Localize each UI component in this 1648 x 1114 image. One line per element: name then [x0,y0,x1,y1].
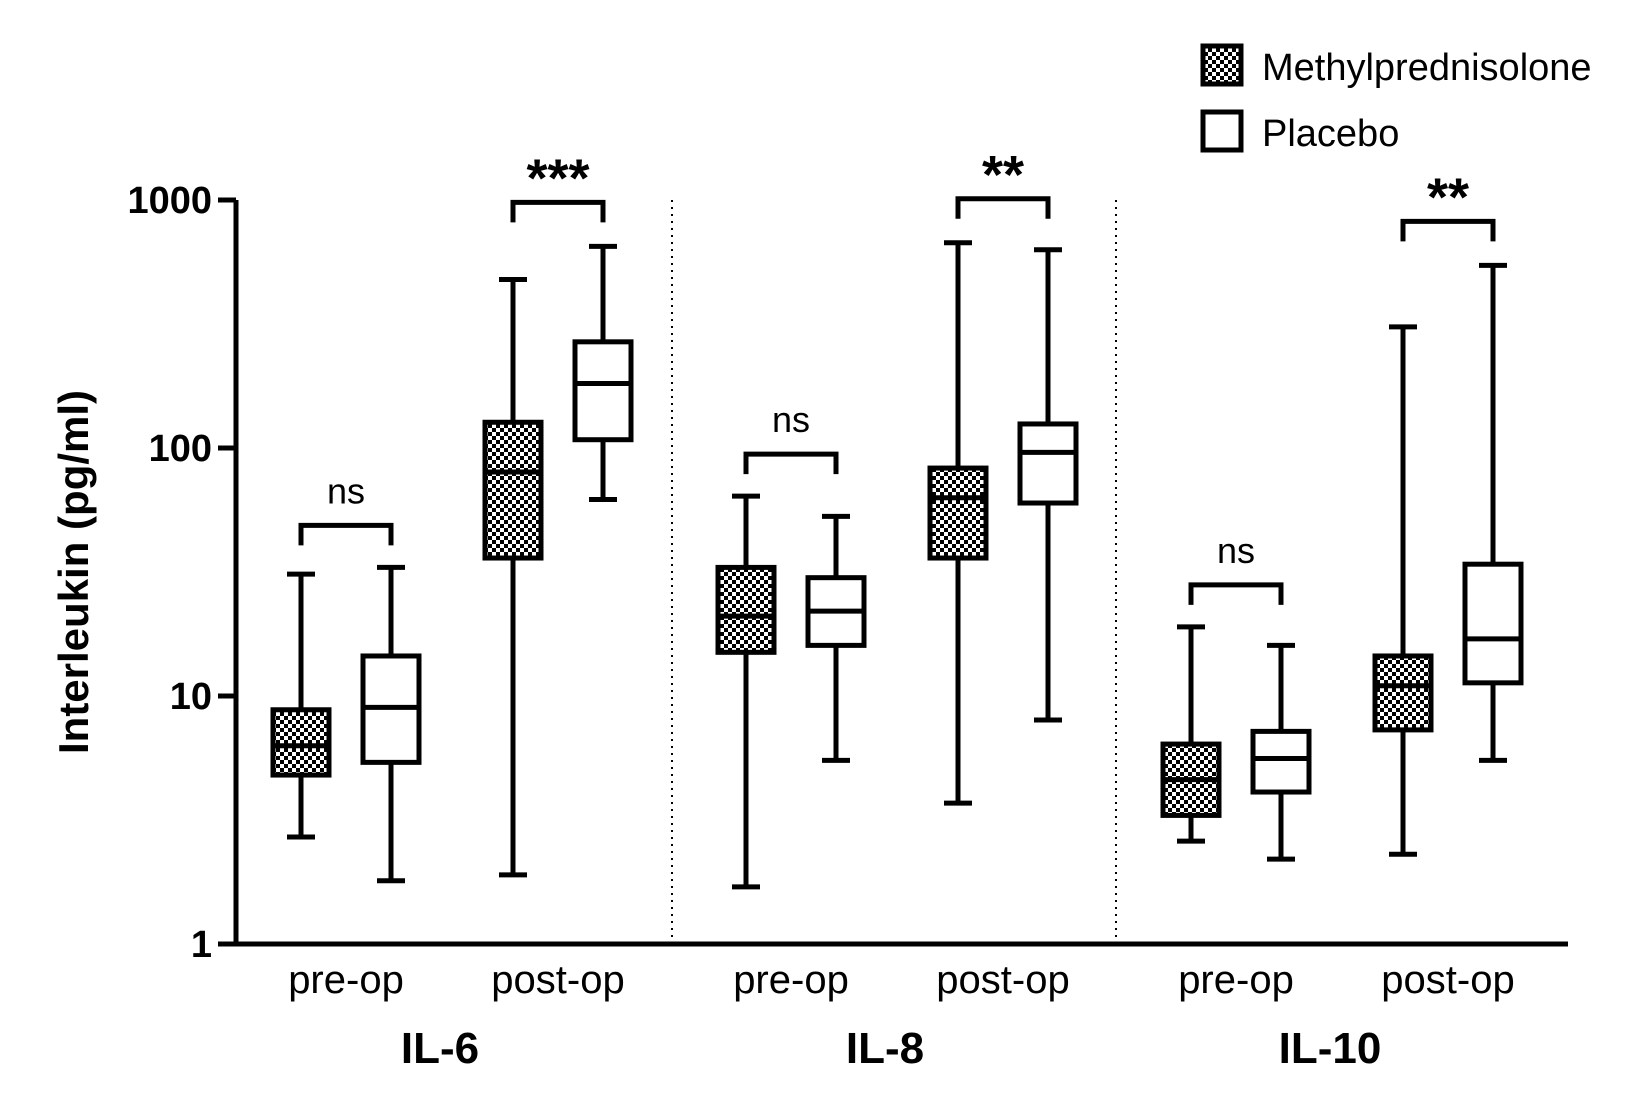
significance-label-il-8-pre-op: ns [772,399,810,440]
box-placebo-il-10-post-op [1462,561,1524,686]
significance-bracket-il-6-pre-op [298,522,394,546]
x-category-label-il-10-post-op: post-op [1381,958,1514,1002]
x-group-label-il-8: IL-8 [846,1024,924,1073]
y-tick-label: 1 [191,924,212,966]
box-methylprednisolone-il-8-pre-op [715,564,777,655]
x-group-label-il-10: IL-10 [1279,1024,1382,1073]
y-tick-label: 100 [149,428,212,470]
box-methylprednisolone-il-8-post-op [927,465,989,561]
x-category-label-il-6-pre-op: pre-op [288,958,404,1002]
legend: Methylprednisolone Placebo [1200,43,1592,155]
box-methylprednisolone-il-10-post-op [1372,653,1434,733]
box-methylprednisolone-il-6-post-op [482,419,544,561]
x-group-label-il-6: IL-6 [401,1024,479,1073]
box-placebo-il-10-pre-op [1250,728,1312,795]
significance-label-il-10-pre-op: ns [1217,530,1255,571]
box-methylprednisolone-il-6-pre-op [270,707,332,778]
significance-bracket-il-10-pre-op [1188,582,1284,605]
y-axis-label: Interleukin (pg/ml) [50,390,97,754]
significance-bracket-il-6-post-op [510,199,606,223]
x-category-label-il-10-pre-op: pre-op [1178,958,1294,1002]
significance-label-il-8-post-op: ** [982,145,1024,205]
x-category-label-il-6-post-op: post-op [491,958,624,1002]
legend-swatch-open [1200,109,1244,153]
legend-label-placebo: Placebo [1262,113,1399,155]
x-category-label-il-8-pre-op: pre-op [733,958,849,1002]
legend-label-methylprednisolone: Methylprednisolone [1262,47,1592,89]
legend-swatch-checkered [1200,43,1244,87]
box-placebo-il-6-post-op [572,339,634,443]
y-tick-label: 1000 [127,180,212,222]
y-tick-label: 10 [170,676,212,718]
box-placebo-il-8-post-op [1017,421,1079,506]
significance-label-il-6-pre-op: ns [327,470,365,511]
legend-item-placebo: Placebo [1200,109,1399,155]
significance-label-il-10-post-op: ** [1427,167,1469,227]
x-category-label-il-8-post-op: post-op [936,958,1069,1002]
significance-bracket-il-8-post-op [955,196,1051,219]
significance-bracket-il-8-pre-op [743,451,839,475]
plot-area: 1 10 100 1000 ns *** ns ** ns ** pre-op post-op IL-6… [127,145,1568,1073]
significance-label-il-6-post-op: *** [526,148,589,208]
significance-bracket-il-10-post-op [1400,218,1496,242]
legend-item-methylprednisolone: Methylprednisolone [1200,43,1592,89]
